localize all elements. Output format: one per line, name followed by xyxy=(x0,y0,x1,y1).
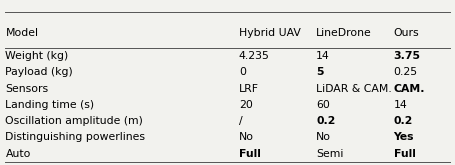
Text: 0: 0 xyxy=(239,67,246,77)
Text: Oscillation amplitude (m): Oscillation amplitude (m) xyxy=(5,116,143,126)
Text: No: No xyxy=(239,132,254,142)
Text: No: No xyxy=(316,132,331,142)
Text: Full: Full xyxy=(239,148,261,159)
Text: 20: 20 xyxy=(239,100,253,110)
Text: 0.2: 0.2 xyxy=(394,116,413,126)
Text: 5: 5 xyxy=(316,67,324,77)
Text: 14: 14 xyxy=(316,51,330,61)
Text: Ours: Ours xyxy=(394,28,419,38)
Text: Distinguishing powerlines: Distinguishing powerlines xyxy=(5,132,146,142)
Text: 4.235: 4.235 xyxy=(239,51,270,61)
Text: 14: 14 xyxy=(394,100,407,110)
Text: Full: Full xyxy=(394,148,415,159)
Text: LiDAR & CAM.: LiDAR & CAM. xyxy=(316,83,392,94)
Text: LRF: LRF xyxy=(239,83,259,94)
Text: 0.2: 0.2 xyxy=(316,116,336,126)
Text: 60: 60 xyxy=(316,100,330,110)
Text: Hybrid UAV: Hybrid UAV xyxy=(239,28,301,38)
Text: CAM.: CAM. xyxy=(394,83,425,94)
Text: Payload (kg): Payload (kg) xyxy=(5,67,73,77)
Text: /: / xyxy=(239,116,243,126)
Text: 3.75: 3.75 xyxy=(394,51,420,61)
Text: Sensors: Sensors xyxy=(5,83,49,94)
Text: Semi: Semi xyxy=(316,148,344,159)
Text: Weight (kg): Weight (kg) xyxy=(5,51,69,61)
Text: Landing time (s): Landing time (s) xyxy=(5,100,95,110)
Text: 0.25: 0.25 xyxy=(394,67,418,77)
Text: Auto: Auto xyxy=(5,148,31,159)
Text: Model: Model xyxy=(5,28,39,38)
Text: LineDrone: LineDrone xyxy=(316,28,372,38)
Text: Yes: Yes xyxy=(394,132,414,142)
